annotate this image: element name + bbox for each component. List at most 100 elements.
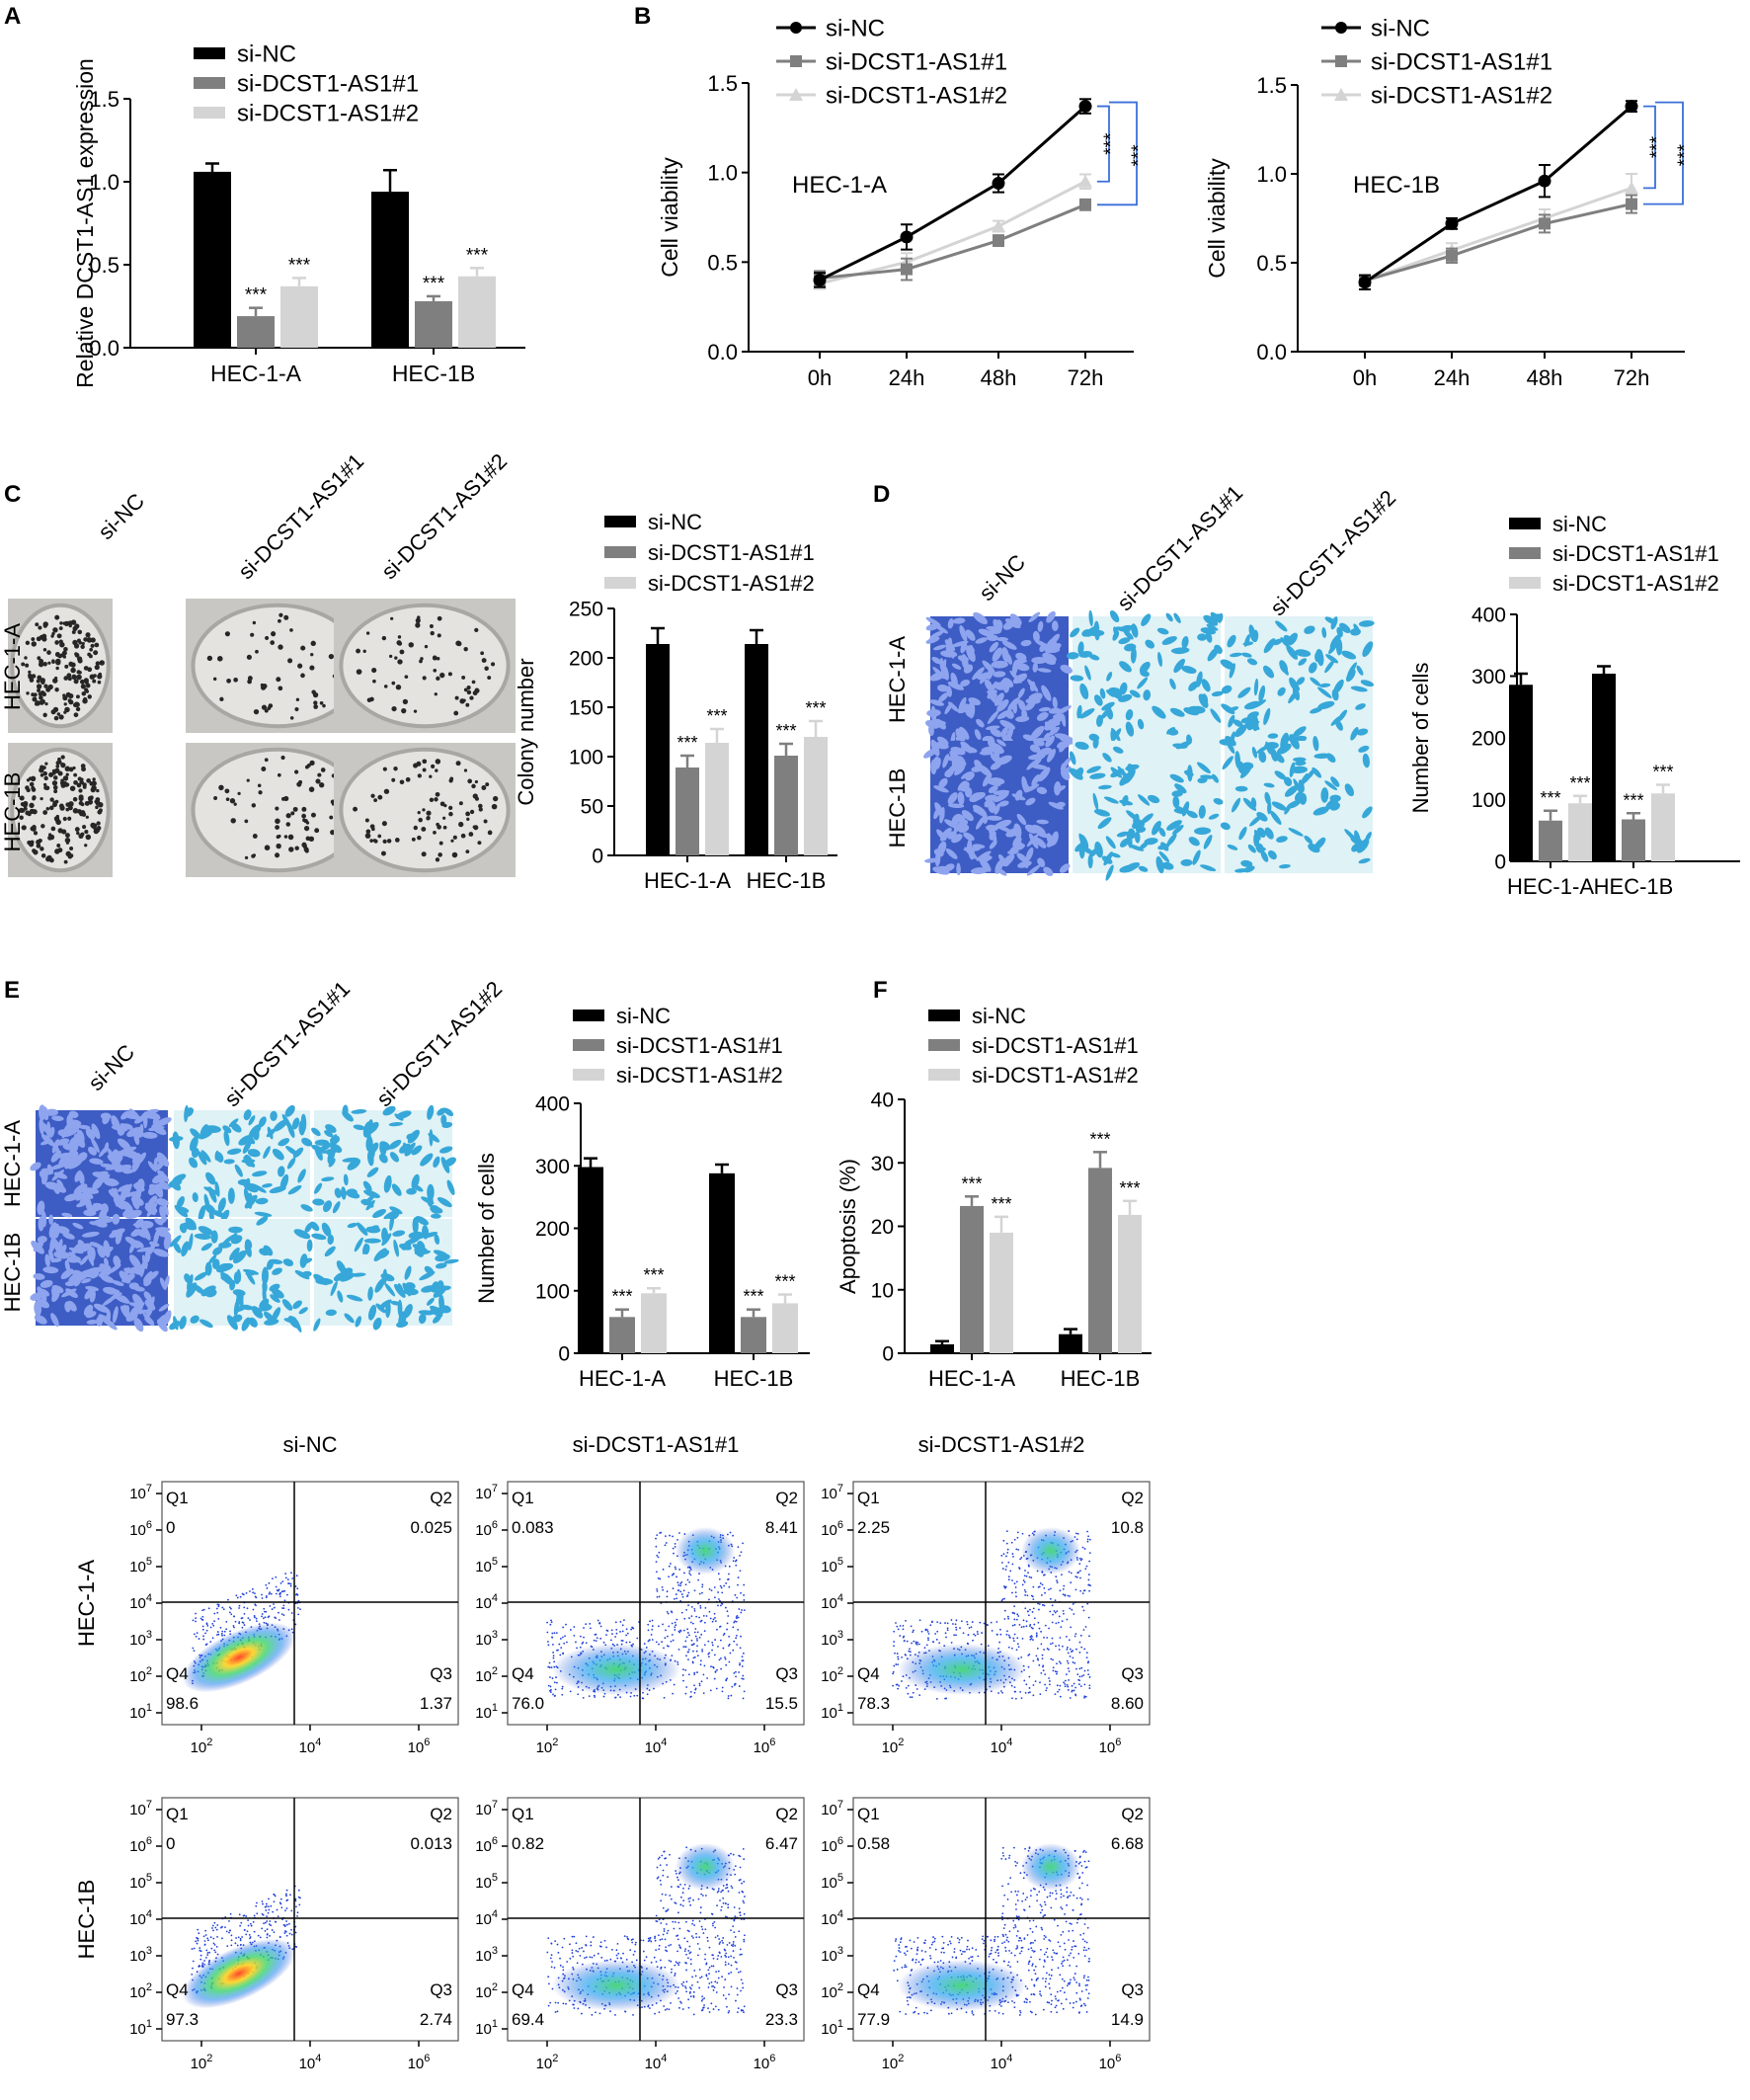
colony-dot — [95, 661, 101, 666]
quadrant-value-q4: 78.3 — [857, 1694, 890, 1713]
cell-shape — [1288, 689, 1299, 704]
row-label: HEC-1B — [0, 1233, 25, 1313]
cell-shape — [133, 1229, 149, 1239]
colony-dot — [435, 857, 440, 862]
tick-exponent: 2 — [492, 1665, 498, 1677]
event-dot — [605, 1634, 607, 1637]
event-dot — [1030, 1635, 1033, 1638]
cell-shape — [1172, 795, 1180, 809]
tick-exponent: 2 — [206, 2053, 212, 2064]
cell-shape — [1006, 849, 1019, 855]
event-dot — [573, 1935, 576, 1938]
colony-dot — [87, 795, 94, 801]
event-dot — [1006, 1630, 1008, 1633]
quadrant-value-q1: 0 — [166, 1834, 175, 1853]
y-tick-label: 10 — [871, 1279, 894, 1302]
legend-marker-1 — [1335, 55, 1347, 67]
event-dot — [1074, 1575, 1077, 1577]
event-dot — [1055, 1672, 1058, 1675]
quadrant-label-q3: Q3 — [430, 1980, 452, 1999]
event-dot — [1082, 1589, 1085, 1592]
event-dot — [596, 1637, 598, 1640]
colony-dot — [386, 839, 392, 844]
event-dot — [195, 1612, 198, 1615]
tick-base: 10 — [821, 1522, 837, 1539]
cell-shape — [1131, 623, 1139, 638]
colony-dot — [481, 785, 487, 790]
event-dot — [678, 1631, 681, 1634]
colony-dot — [438, 852, 442, 857]
event-dot — [295, 1905, 297, 1908]
event-dot — [192, 1647, 195, 1650]
cell-shape — [440, 1114, 447, 1126]
event-dot — [1081, 1592, 1084, 1595]
cell-shape — [1329, 794, 1341, 802]
event-dot — [233, 1626, 235, 1629]
cell-shape — [376, 1250, 390, 1259]
event-dot — [602, 1641, 605, 1644]
event-dot — [283, 1599, 286, 1602]
event-dot — [712, 1666, 715, 1669]
data-point — [900, 230, 914, 244]
event-dot — [903, 1640, 906, 1642]
event-dot — [895, 1683, 898, 1686]
event-dot — [205, 1629, 208, 1632]
colony-dot — [87, 694, 92, 699]
cell-shape — [52, 1143, 60, 1154]
colony-dot — [270, 640, 276, 645]
tick-exponent: 2 — [552, 1737, 558, 1748]
event-dot — [1007, 1575, 1010, 1578]
cell-shape — [76, 1152, 86, 1161]
tick-exponent: 4 — [661, 2053, 667, 2064]
cell-shape — [1002, 621, 1014, 630]
cell-shape — [58, 1154, 69, 1167]
event-dot — [708, 2011, 711, 2013]
event-dot — [698, 1682, 701, 1685]
colony-dot — [24, 656, 28, 660]
colony-dot — [37, 656, 41, 661]
event-dot — [698, 1684, 701, 1687]
colony-dot — [91, 785, 97, 791]
event-dot — [692, 1650, 694, 1653]
y-tick-label: 104 — [821, 1592, 843, 1612]
bar — [578, 1167, 603, 1353]
event-dot — [215, 1607, 218, 1610]
event-dot — [203, 1940, 206, 1942]
event-dot — [1051, 1637, 1054, 1640]
cell-shape — [960, 641, 968, 654]
cell-shape — [1293, 726, 1307, 737]
event-dot — [633, 1694, 636, 1697]
colony-dot — [373, 798, 378, 803]
tick-exponent: 4 — [661, 1737, 667, 1748]
colony-dot — [64, 837, 71, 844]
colony-dot — [64, 706, 70, 713]
cell-shape — [978, 853, 992, 862]
colony-dot — [73, 712, 79, 718]
event-dot — [1054, 1693, 1057, 1696]
cell-shape — [1070, 627, 1080, 638]
colony-dot — [219, 696, 224, 702]
colony-dot — [377, 834, 382, 839]
y-tick-label: 1.0 — [707, 161, 738, 186]
cell-shape — [996, 755, 1012, 766]
tick-exponent: 4 — [492, 1908, 498, 1920]
event-dot — [1059, 1589, 1062, 1592]
event-dot — [655, 1949, 658, 1952]
x-tick-label: 106 — [754, 1737, 776, 1756]
event-dot — [1059, 1684, 1062, 1687]
colony-dot — [417, 615, 421, 619]
colony-dot — [329, 815, 334, 820]
tick-base: 10 — [129, 1802, 146, 1818]
colony-dot — [466, 686, 471, 690]
quadrant-value-q2: 0.025 — [410, 1518, 452, 1537]
cell-shape — [1021, 775, 1028, 793]
cell-shape — [1283, 634, 1294, 645]
event-dot — [239, 1939, 242, 1942]
event-dot — [717, 1645, 719, 1648]
event-dot — [1063, 1584, 1066, 1587]
colony-dot — [57, 757, 61, 762]
y-tick-label: 300 — [1472, 666, 1506, 688]
event-dot — [1087, 1660, 1090, 1663]
